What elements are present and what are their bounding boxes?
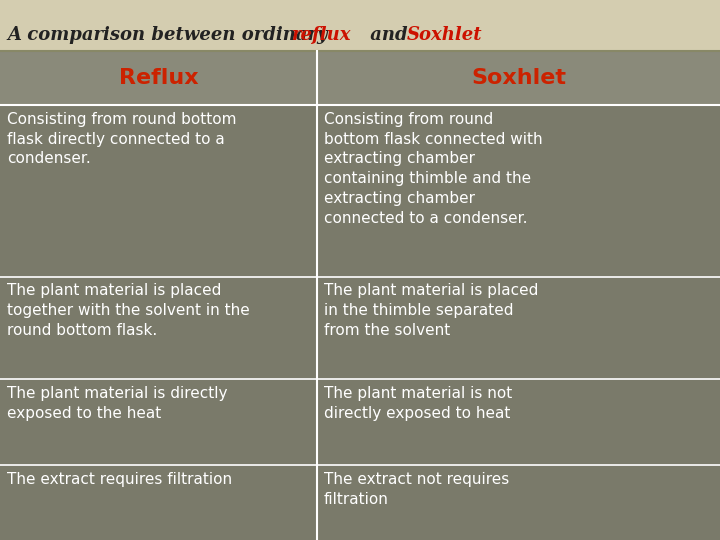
Text: The plant material is not
directly exposed to heat: The plant material is not directly expos… xyxy=(324,386,512,421)
Text: The plant material is placed
together with the solvent in the
round bottom flask: The plant material is placed together wi… xyxy=(7,284,250,338)
Text: The extract not requires
filtration: The extract not requires filtration xyxy=(324,472,509,507)
Text: Reflux: Reflux xyxy=(119,68,198,89)
Text: Consisting from round
bottom flask connected with
extracting chamber
containing : Consisting from round bottom flask conne… xyxy=(324,112,543,226)
FancyBboxPatch shape xyxy=(0,0,720,51)
Text: Consisting from round bottom
flask directly connected to a
condenser.: Consisting from round bottom flask direc… xyxy=(7,112,237,166)
Text: The plant material is placed
in the thimble separated
from the solvent: The plant material is placed in the thim… xyxy=(324,284,539,338)
FancyBboxPatch shape xyxy=(0,51,720,540)
Text: and: and xyxy=(364,26,413,44)
Text: The plant material is directly
exposed to the heat: The plant material is directly exposed t… xyxy=(7,386,228,421)
FancyBboxPatch shape xyxy=(0,51,720,105)
Text: The extract requires filtration: The extract requires filtration xyxy=(7,472,233,487)
Text: reflux: reflux xyxy=(292,26,351,44)
Text: Soxhlet: Soxhlet xyxy=(471,68,566,89)
Text: A comparison between ordinary: A comparison between ordinary xyxy=(7,26,334,44)
Text: Soxhlet: Soxhlet xyxy=(407,26,482,44)
